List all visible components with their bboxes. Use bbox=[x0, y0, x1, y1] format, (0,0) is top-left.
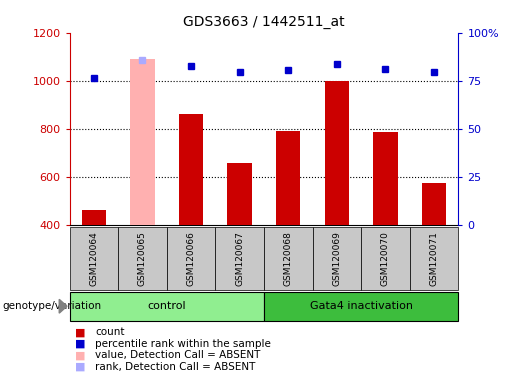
Text: Gata4 inactivation: Gata4 inactivation bbox=[310, 301, 413, 311]
Text: value, Detection Call = ABSENT: value, Detection Call = ABSENT bbox=[95, 350, 261, 360]
Bar bbox=[276, 131, 300, 225]
Bar bbox=[422, 183, 446, 225]
Text: percentile rank within the sample: percentile rank within the sample bbox=[95, 339, 271, 349]
Text: rank, Detection Call = ABSENT: rank, Detection Call = ABSENT bbox=[95, 362, 255, 372]
Text: ■: ■ bbox=[75, 362, 85, 372]
Bar bbox=[228, 164, 252, 225]
Text: GSM120071: GSM120071 bbox=[430, 231, 439, 286]
Text: count: count bbox=[95, 327, 125, 337]
Text: ■: ■ bbox=[75, 350, 85, 360]
Text: ■: ■ bbox=[75, 327, 85, 337]
Bar bbox=[130, 59, 154, 225]
Text: GSM120068: GSM120068 bbox=[284, 231, 293, 286]
Bar bbox=[373, 132, 398, 225]
Bar bbox=[82, 210, 106, 225]
Text: GSM120069: GSM120069 bbox=[332, 231, 341, 286]
Bar bbox=[179, 114, 203, 225]
Bar bbox=[324, 81, 349, 225]
Text: genotype/variation: genotype/variation bbox=[3, 301, 101, 311]
Text: control: control bbox=[147, 301, 186, 311]
Text: GSM120070: GSM120070 bbox=[381, 231, 390, 286]
Text: ■: ■ bbox=[75, 339, 85, 349]
Text: GSM120066: GSM120066 bbox=[186, 231, 196, 286]
Text: GSM120064: GSM120064 bbox=[89, 231, 98, 286]
Text: GSM120065: GSM120065 bbox=[138, 231, 147, 286]
Title: GDS3663 / 1442511_at: GDS3663 / 1442511_at bbox=[183, 15, 345, 29]
Text: GSM120067: GSM120067 bbox=[235, 231, 244, 286]
